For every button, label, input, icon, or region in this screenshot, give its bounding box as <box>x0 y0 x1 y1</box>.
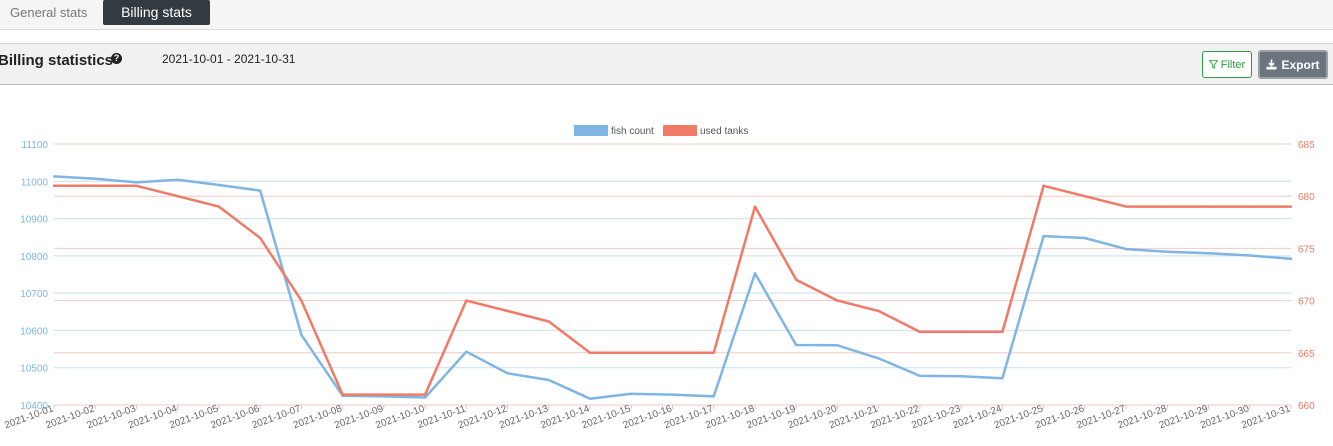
data-point-used-tanks-28 <box>1207 205 1210 208</box>
data-point-fish-count-26 <box>1124 247 1128 251</box>
data-point-fish-count-12 <box>547 378 550 382</box>
data-point-used-tanks-12 <box>547 320 550 323</box>
tab-general-stats[interactable]: General stats <box>10 5 88 20</box>
y-right-tick-label-5: 685 <box>1298 140 1315 151</box>
data-point-fish-count-0 <box>52 175 56 178</box>
series-line-fish-count <box>53 175 1292 400</box>
data-point-used-tanks-15 <box>671 351 674 354</box>
y-right-tick-label-2: 670 <box>1298 297 1315 308</box>
data-point-used-tanks-8 <box>382 393 386 396</box>
y-left-tick-label-5: 10900 <box>20 215 48 226</box>
data-point-fish-count-22 <box>959 375 963 378</box>
data-point-used-tanks-26 <box>1124 205 1128 208</box>
data-point-fish-count-9 <box>423 396 427 399</box>
data-point-used-tanks-13 <box>588 351 592 354</box>
data-point-fish-count-27 <box>1166 250 1169 253</box>
data-point-used-tanks-29 <box>1248 205 1251 208</box>
data-point-used-tanks-1 <box>94 184 97 187</box>
data-point-fish-count-16 <box>712 395 715 398</box>
y-left-tick-label-3: 10700 <box>20 289 48 300</box>
y-left-tick-label-2: 10600 <box>20 326 48 337</box>
data-point-fish-count-10 <box>465 350 468 353</box>
funnel-icon <box>1208 60 1218 69</box>
y-right-tick-label-1: 665 <box>1298 349 1315 360</box>
export-button[interactable]: Export <box>1258 50 1328 79</box>
y-left-tick-label-0: 10400 <box>20 401 48 412</box>
question-circle-icon[interactable]: ? <box>111 53 122 64</box>
data-point-fish-count-2 <box>135 181 138 184</box>
date-range: 2021-10-01 - 2021-10-31 <box>162 52 296 66</box>
tab-billing-stats[interactable]: Billing stats <box>103 0 210 25</box>
data-point-used-tanks-30 <box>1289 205 1293 208</box>
data-point-fish-count-19 <box>836 344 839 347</box>
legend-label-1: used tanks <box>700 126 748 137</box>
series-line-used-tanks <box>54 184 1291 396</box>
data-point-used-tanks-14 <box>630 351 633 354</box>
y-left-tick-label-4: 10800 <box>20 252 48 263</box>
data-point-used-tanks-6 <box>300 299 303 302</box>
export-label: Export <box>1281 57 1320 72</box>
y-left-tick-label-7: 11100 <box>22 140 49 151</box>
billing-header: Billing statistics ? 2021-10-01 - 2021-1… <box>0 43 1333 85</box>
data-point-used-tanks-3 <box>176 195 179 198</box>
data-point-fish-count-1 <box>94 177 97 180</box>
data-point-used-tanks-10 <box>465 299 468 302</box>
data-point-used-tanks-20 <box>877 309 880 313</box>
data-point-fish-count-29 <box>1248 254 1251 257</box>
download-icon <box>1266 59 1278 70</box>
filter-label: Filter <box>1220 58 1246 71</box>
data-point-used-tanks-22 <box>959 330 963 334</box>
data-point-fish-count-20 <box>877 357 880 360</box>
data-point-used-tanks-9 <box>423 393 427 396</box>
y-right-tick-label-0: 660 <box>1298 401 1315 412</box>
y-right-tick-label-3: 675 <box>1298 244 1315 255</box>
data-point-fish-count-23 <box>1001 376 1004 380</box>
data-point-used-tanks-18 <box>795 278 798 281</box>
data-point-used-tanks-4 <box>217 205 221 208</box>
billing-chart: 10400 10500 10600 10700 10800 10900 11000 11100… <box>3 125 1315 431</box>
y-right-tick-label-4: 680 <box>1298 192 1315 203</box>
data-point-used-tanks-23 <box>1001 330 1004 334</box>
data-point-fish-count-5 <box>258 189 262 192</box>
data-point-used-tanks-7 <box>341 393 344 396</box>
data-point-used-tanks-16 <box>712 351 715 354</box>
legend-swatch-1 <box>663 125 697 136</box>
tab-bar: General stats Billing stats <box>0 0 1333 30</box>
data-point-fish-count-18 <box>795 343 798 347</box>
data-point-used-tanks-24 <box>1042 184 1045 187</box>
data-point-used-tanks-19 <box>836 299 839 302</box>
data-point-used-tanks-0 <box>52 184 56 187</box>
data-point-used-tanks-5 <box>258 236 262 240</box>
page-title: Billing statistics <box>0 52 114 69</box>
y-left-tick-label-6: 11000 <box>21 177 49 188</box>
data-point-fish-count-6 <box>300 333 303 337</box>
data-point-fish-count-4 <box>217 183 221 187</box>
y-left-tick-label-1: 10500 <box>20 364 48 375</box>
data-point-used-tanks-2 <box>135 184 138 187</box>
data-point-fish-count-15 <box>671 393 674 396</box>
data-point-fish-count-14 <box>630 392 633 396</box>
data-point-fish-count-25 <box>1083 236 1087 240</box>
data-point-fish-count-30 <box>1289 257 1293 261</box>
data-point-fish-count-11 <box>506 372 509 375</box>
data-point-used-tanks-27 <box>1166 205 1169 208</box>
filter-button[interactable]: Filter <box>1202 51 1252 78</box>
legend-label-0: fish count <box>611 126 654 137</box>
legend-swatch-0 <box>574 125 608 136</box>
data-point-fish-count-13 <box>588 397 592 400</box>
data-point-fish-count-17 <box>753 272 757 275</box>
data-point-used-tanks-11 <box>506 309 509 313</box>
data-point-used-tanks-21 <box>918 330 922 334</box>
data-point-used-tanks-17 <box>753 205 757 208</box>
data-point-used-tanks-25 <box>1083 195 1087 198</box>
data-point-fish-count-28 <box>1207 252 1210 255</box>
data-point-fish-count-21 <box>918 374 922 378</box>
data-point-fish-count-24 <box>1042 234 1045 238</box>
data-point-fish-count-3 <box>176 178 179 181</box>
